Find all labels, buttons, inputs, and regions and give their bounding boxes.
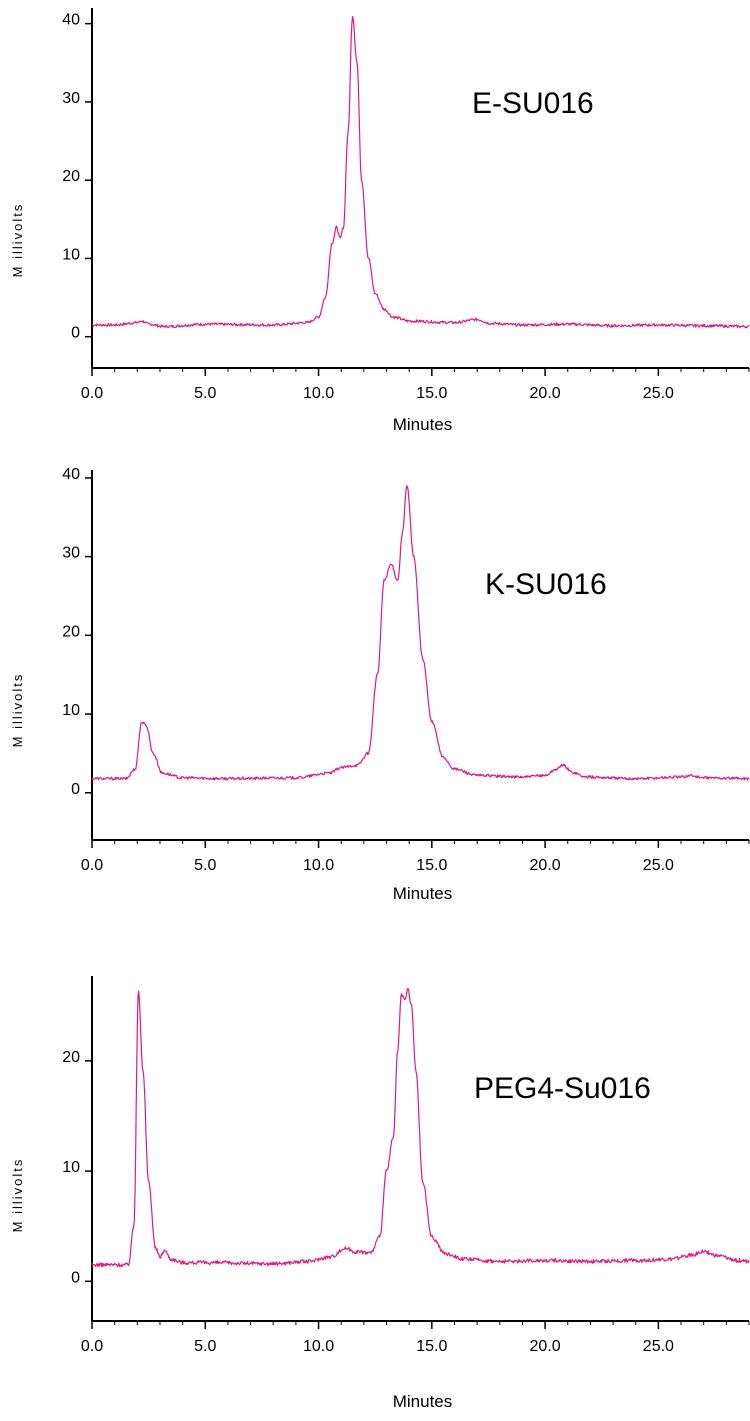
sample-label: E-SU016 <box>472 87 594 120</box>
x-tick-label: 20.0 <box>530 385 561 402</box>
x-axis-title: Minutes <box>393 415 453 434</box>
x-tick-label: 0.0 <box>81 385 103 402</box>
x-tick-label: 0.0 <box>81 857 103 874</box>
y-tick-label: 10 <box>62 702 80 719</box>
y-tick-label: 20 <box>62 623 80 640</box>
x-tick-label: 15.0 <box>416 385 447 402</box>
x-tick-label: 25.0 <box>643 1338 674 1355</box>
x-tick-label: 20.0 <box>530 1338 561 1355</box>
y-tick-label: 20 <box>62 1049 80 1066</box>
y-tick-label: 40 <box>62 466 80 483</box>
y-tick-label: 10 <box>62 1159 80 1176</box>
y-tick-label: 20 <box>62 168 80 185</box>
x-axis-title: Minutes <box>393 884 453 903</box>
chart-panel-2: 0 10 20 30 40 0.0 5.0 10.0 15.0 20.0 25.0 Minutes M … <box>10 466 750 903</box>
chromatogram-trace <box>91 987 750 1268</box>
y-tick-label: 0 <box>71 325 80 342</box>
x-tick-label: 25.0 <box>643 385 674 402</box>
x-tick-label: 5.0 <box>194 857 216 874</box>
chart-panel-1: 0 10 20 30 40 0.0 5.0 10.0 15.0 20.0 25.0 Minutes M … <box>10 8 750 434</box>
x-axis-title: Minutes <box>393 1392 453 1411</box>
y-tick-label: 0 <box>71 781 80 798</box>
chromatogram-trace <box>91 485 750 781</box>
y-axis-title: M illivolts <box>10 1158 25 1233</box>
x-tick-label: 5.0 <box>194 385 216 402</box>
y-tick-label: 40 <box>62 12 80 29</box>
x-tick-label: 5.0 <box>194 1338 216 1355</box>
x-tick-label: 15.0 <box>416 857 447 874</box>
x-tick-label: 10.0 <box>303 857 334 874</box>
x-tick-label: 25.0 <box>643 857 674 874</box>
y-tick-label: 10 <box>62 246 80 263</box>
chromatogram-trace <box>91 16 750 329</box>
y-axis-title: M illivolts <box>10 203 25 278</box>
y-tick-label: 30 <box>62 90 80 107</box>
x-tick-label: 20.0 <box>530 857 561 874</box>
sample-label: PEG4-Su016 <box>474 1072 651 1105</box>
chart-panel-3: 0 10 20 0.0 5.0 10.0 15.0 20.0 25.0 Minutes M illi… <box>10 976 750 1411</box>
x-tick-label: 15.0 <box>416 1338 447 1355</box>
x-tick-label: 10.0 <box>303 385 334 402</box>
y-tick-label: 30 <box>62 545 80 562</box>
x-tick-label: 0.0 <box>81 1338 103 1355</box>
x-tick-label: 10.0 <box>303 1338 334 1355</box>
y-tick-label: 0 <box>71 1269 80 1286</box>
sample-label: K-SU016 <box>485 568 607 601</box>
y-axis-title: M illivolts <box>10 673 25 748</box>
